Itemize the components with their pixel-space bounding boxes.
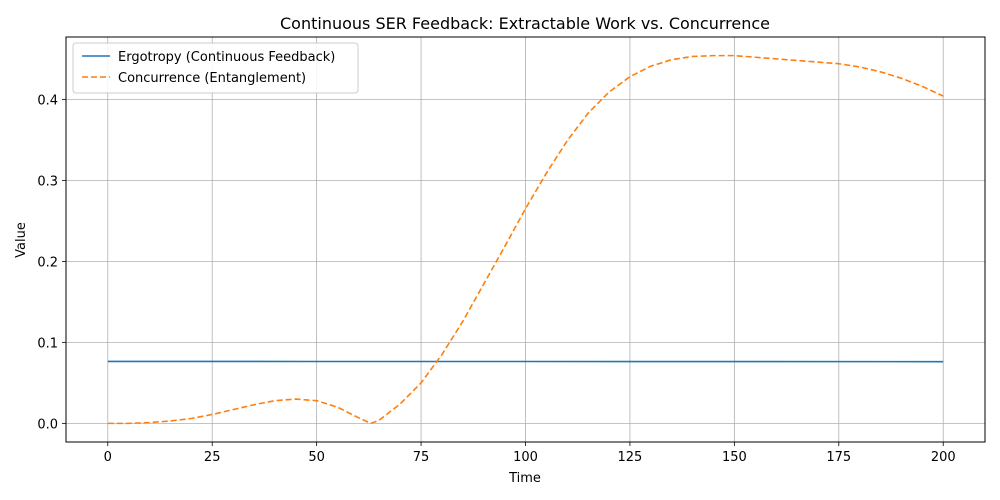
legend-box	[72, 42, 359, 94]
legend: Ergotropy (Continuous Feedback) Concurren…	[72, 42, 359, 94]
y-axis-label: Value	[14, 222, 29, 258]
series-line-2	[107, 54, 944, 425]
x-tick-label: 175	[826, 450, 851, 465]
x-tick-label: 0	[104, 450, 112, 465]
x-tick-label: 25	[204, 450, 221, 465]
x-axis-label: Time	[508, 471, 541, 486]
y-tick-label: 0.0	[37, 417, 58, 432]
x-tick-label: 75	[413, 450, 430, 465]
x-tick-label: 100	[513, 450, 538, 465]
legend-label-2: Concurrence (Entanglement)	[118, 71, 306, 86]
legend-label-1: Ergotropy (Continuous Feedback)	[118, 50, 335, 65]
y-tick-label: 0.3	[37, 174, 58, 189]
y-tick-label: 0.2	[37, 255, 58, 270]
grid	[66, 37, 985, 442]
x-axis: 0 25 50 75 100 125 150 175 200	[104, 442, 956, 465]
x-tick-label: 200	[931, 450, 956, 465]
x-tick-label: 50	[308, 450, 325, 465]
y-tick-label: 0.1	[37, 336, 58, 351]
x-tick-label: 125	[618, 450, 643, 465]
y-axis: 0.0 0.1 0.2 0.3 0.4	[37, 93, 66, 432]
x-tick-label: 150	[722, 450, 747, 465]
chart-title: Continuous SER Feedback: Extractable Wor…	[280, 14, 770, 33]
series-layer	[107, 54, 944, 425]
y-tick-label: 0.4	[37, 93, 58, 108]
